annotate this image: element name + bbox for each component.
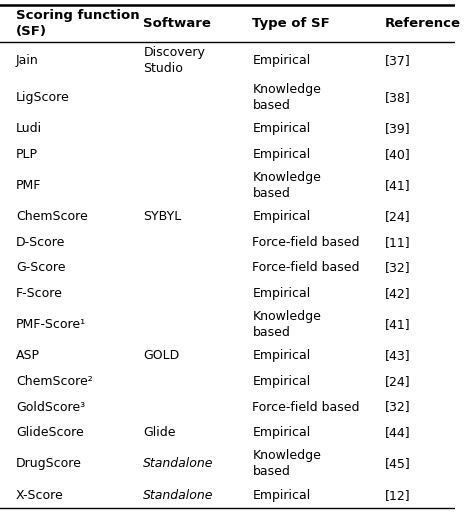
Text: F-Score: F-Score: [16, 287, 63, 300]
Text: ChemScore²: ChemScore²: [16, 375, 93, 388]
Text: ChemScore: ChemScore: [16, 210, 88, 223]
Text: LigScore: LigScore: [16, 91, 70, 104]
Text: [38]: [38]: [384, 91, 410, 104]
Text: [39]: [39]: [384, 122, 410, 135]
Text: [24]: [24]: [384, 210, 410, 223]
Text: Empirical: Empirical: [253, 349, 311, 362]
Text: PMF: PMF: [16, 179, 41, 192]
Text: D-Score: D-Score: [16, 236, 65, 249]
Text: Glide: Glide: [143, 426, 176, 439]
Text: Standalone: Standalone: [143, 488, 214, 502]
Text: Jain: Jain: [16, 54, 39, 67]
Text: Empirical: Empirical: [253, 426, 311, 439]
Text: Knowledge
based: Knowledge based: [253, 171, 321, 200]
Text: [37]: [37]: [384, 54, 410, 67]
Text: G-Score: G-Score: [16, 261, 65, 274]
Text: Empirical: Empirical: [253, 375, 311, 388]
Text: X-Score: X-Score: [16, 488, 64, 502]
Text: Empirical: Empirical: [253, 488, 311, 502]
Text: ASP: ASP: [16, 349, 40, 362]
Text: Empirical: Empirical: [253, 210, 311, 223]
Text: DrugScore: DrugScore: [16, 458, 82, 470]
Text: GlideScore: GlideScore: [16, 426, 84, 439]
Text: Knowledge
based: Knowledge based: [253, 449, 321, 478]
Text: Force-field based: Force-field based: [253, 401, 360, 413]
Text: [43]: [43]: [384, 349, 410, 362]
Text: [45]: [45]: [384, 458, 410, 470]
Text: [44]: [44]: [384, 426, 410, 439]
Text: Ludi: Ludi: [16, 122, 42, 135]
Text: Discovery
Studio: Discovery Studio: [143, 46, 205, 75]
Text: [32]: [32]: [384, 261, 410, 274]
Text: GOLD: GOLD: [143, 349, 180, 362]
Text: PLP: PLP: [16, 148, 38, 161]
Text: [11]: [11]: [384, 236, 410, 249]
Text: PMF-Score¹: PMF-Score¹: [16, 318, 86, 331]
Text: Empirical: Empirical: [253, 122, 311, 135]
Text: [24]: [24]: [384, 375, 410, 388]
Text: Reference: Reference: [384, 17, 460, 30]
Text: Force-field based: Force-field based: [253, 236, 360, 249]
Text: [40]: [40]: [384, 148, 410, 161]
Text: [32]: [32]: [384, 401, 410, 413]
Text: Knowledge
based: Knowledge based: [253, 310, 321, 339]
Text: Empirical: Empirical: [253, 54, 311, 67]
Text: Force-field based: Force-field based: [253, 261, 360, 274]
Text: Type of SF: Type of SF: [253, 17, 330, 30]
Text: [41]: [41]: [384, 318, 410, 331]
Text: Empirical: Empirical: [253, 148, 311, 161]
Text: Scoring function
(SF): Scoring function (SF): [16, 9, 139, 38]
Text: Empirical: Empirical: [253, 287, 311, 300]
Text: [41]: [41]: [384, 179, 410, 192]
Text: Standalone: Standalone: [143, 458, 214, 470]
Text: Knowledge
based: Knowledge based: [253, 83, 321, 112]
Text: GoldScore³: GoldScore³: [16, 401, 85, 413]
Text: Software: Software: [143, 17, 211, 30]
Text: [42]: [42]: [384, 287, 410, 300]
Text: [12]: [12]: [384, 488, 410, 502]
Text: SYBYL: SYBYL: [143, 210, 182, 223]
